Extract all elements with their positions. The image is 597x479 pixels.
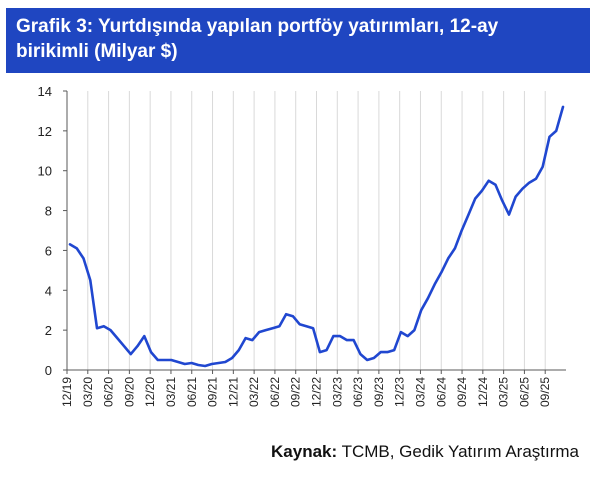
x-tick-label: 09/22 (289, 377, 303, 407)
title-underline (6, 71, 590, 73)
x-tick-label: 06/21 (185, 377, 199, 407)
x-tick-label: 12/22 (310, 377, 324, 407)
x-tick-label: 06/22 (268, 377, 282, 407)
source-note: Kaynak: TCMB, Gedik Yatırım Araştırma (271, 442, 579, 462)
chart-title-line-1: Grafik 3: Yurtdışında yapılan portföy ya… (16, 16, 499, 37)
x-tick-label: 12/19 (60, 377, 74, 407)
y-tick-label: 8 (45, 204, 52, 219)
x-tick-label: 03/25 (497, 377, 511, 407)
y-tick-label: 14 (38, 84, 52, 99)
line-chart: 0 2 4 6 8 10 12 14 12/19 03/20 06/20 09/20 12/20 03/… (38, 84, 566, 407)
x-tick-label: 06/23 (351, 377, 365, 407)
x-tick-label: 09/25 (538, 377, 552, 407)
x-tick-label: 03/23 (330, 377, 344, 407)
x-tick-label: 12/24 (476, 377, 490, 407)
series-line (68, 105, 565, 368)
x-tick-label: 03/20 (81, 377, 95, 407)
grid-lines (66, 91, 546, 370)
x-tick-label: 06/24 (434, 377, 448, 407)
chart-title-line-2: birikimli (Milyar $) (16, 41, 178, 62)
x-tick-label: 03/22 (247, 377, 261, 407)
y-tick-label: 6 (45, 243, 52, 258)
y-tick-label: 12 (38, 124, 52, 139)
y-tick-label: 10 (38, 164, 52, 179)
x-tick-label: 09/23 (372, 377, 386, 407)
source-text: TCMB, Gedik Yatırım Araştırma (337, 442, 579, 461)
x-tick-labels: 12/19 03/20 06/20 09/20 12/20 03/21 06/21 09/21… (60, 377, 552, 407)
axes (63, 90, 566, 374)
y-tick-label: 4 (45, 283, 52, 298)
x-tick-label: 09/20 (122, 377, 136, 407)
series-lines (68, 105, 565, 368)
y-tick-label: 2 (45, 323, 52, 338)
x-tick-label: 12/21 (226, 377, 240, 407)
x-tick-label: 12/20 (143, 377, 157, 407)
x-tick-label: 06/20 (102, 377, 116, 407)
x-tick-label: 09/21 (206, 377, 220, 407)
chart-title-banner: Grafik 3: Yurtdışında yapılan portföy ya… (6, 8, 590, 71)
x-tick-label: 06/25 (517, 377, 531, 407)
y-tick-labels: 0 2 4 6 8 10 12 14 (38, 84, 52, 378)
source-label: Kaynak: (271, 442, 338, 461)
x-tick-label: 09/24 (455, 377, 469, 407)
x-tick-label: 12/23 (393, 377, 407, 407)
x-tick-label: 03/21 (164, 377, 178, 407)
x-tick-label: 03/24 (413, 377, 427, 407)
y-tick-label: 0 (45, 363, 52, 378)
